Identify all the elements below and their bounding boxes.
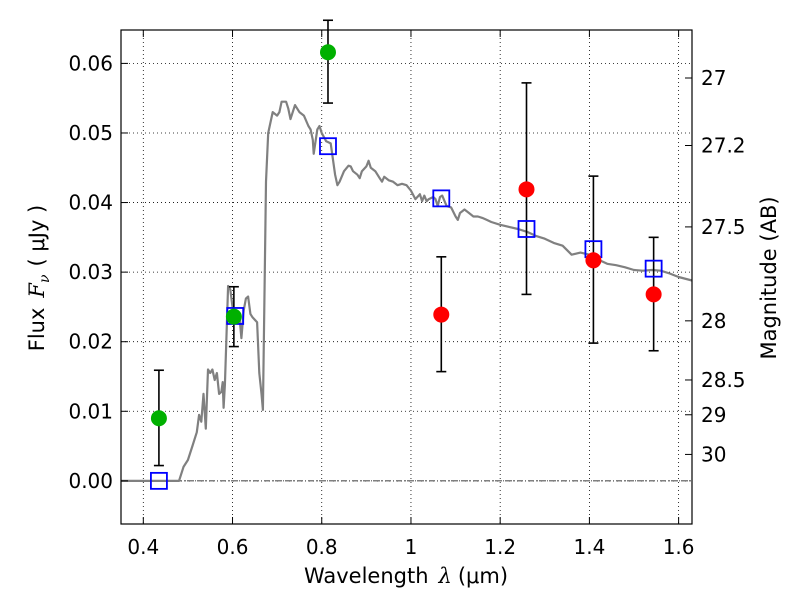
magnitude-tick-label: 27 [701,66,726,90]
magnitude-tick-label: 28.5 [701,368,746,392]
data-point-model-photometry [644,259,663,278]
magnitude-axis-label: Magnitude (AB) [757,196,781,359]
data-point-red-detections [645,286,662,303]
magnitude-tick-label: 27.5 [701,215,746,239]
magnitude-tick-label: 28 [701,309,726,333]
x-tick-label: 0.6 [217,535,249,559]
y-axis-label: FluxFν( μJy ) [25,205,53,351]
y-tick-label: 0.01 [68,399,113,423]
x-tick-label: 0.4 [127,535,159,559]
x-tick-label: 1.6 [663,535,695,559]
data-point-red-detections [433,306,450,323]
y-tick-label: 0.02 [68,330,113,354]
y-tick-label: 0.00 [68,469,113,493]
error-bars [153,19,659,467]
x-axis-ticks: 0.4 0.6 0.8 1 1.2 1.4 1.6 [127,30,695,559]
y-tick-label: 0.05 [68,121,113,145]
plot-frame [120,29,693,525]
magnitude-tick-label: 29 [701,403,726,427]
data-point-model-photometry [517,220,536,238]
y-axis-ticks: 0.00 0.01 0.02 0.03 0.04 0.05 0.06 [68,51,128,493]
grid-lines [121,30,692,524]
y-tick-label: 0.06 [68,51,113,75]
data-markers [150,44,663,490]
x-axis-label: Wavelength λ (μm) [304,564,508,588]
x-tick-label: 1 [405,535,418,559]
model-spectrum-line [121,100,693,482]
x-tick-label: 1.4 [573,535,605,559]
data-point-green-detections [225,308,242,325]
data-point-green-detections [150,410,167,427]
data-point-model-photometry [319,137,337,156]
x-tick-label: 0.8 [306,535,338,559]
data-point-red-detections [585,252,602,269]
data-point-model-photometry [150,471,168,490]
data-point-model-photometry [432,189,451,208]
y-tick-label: 0.03 [68,260,113,284]
magnitude-axis-ticks: 27 27.2 27.5 28 28.5 29 30 [685,66,746,466]
model-spectrum-layer [121,100,693,482]
data-point-green-detections [319,44,336,61]
y-tick-label: 0.04 [68,191,113,215]
data-point-red-detections [518,181,535,198]
magnitude-tick-label: 27.2 [701,133,746,157]
x-tick-label: 1.2 [484,535,516,559]
magnitude-tick-label: 30 [701,442,726,466]
